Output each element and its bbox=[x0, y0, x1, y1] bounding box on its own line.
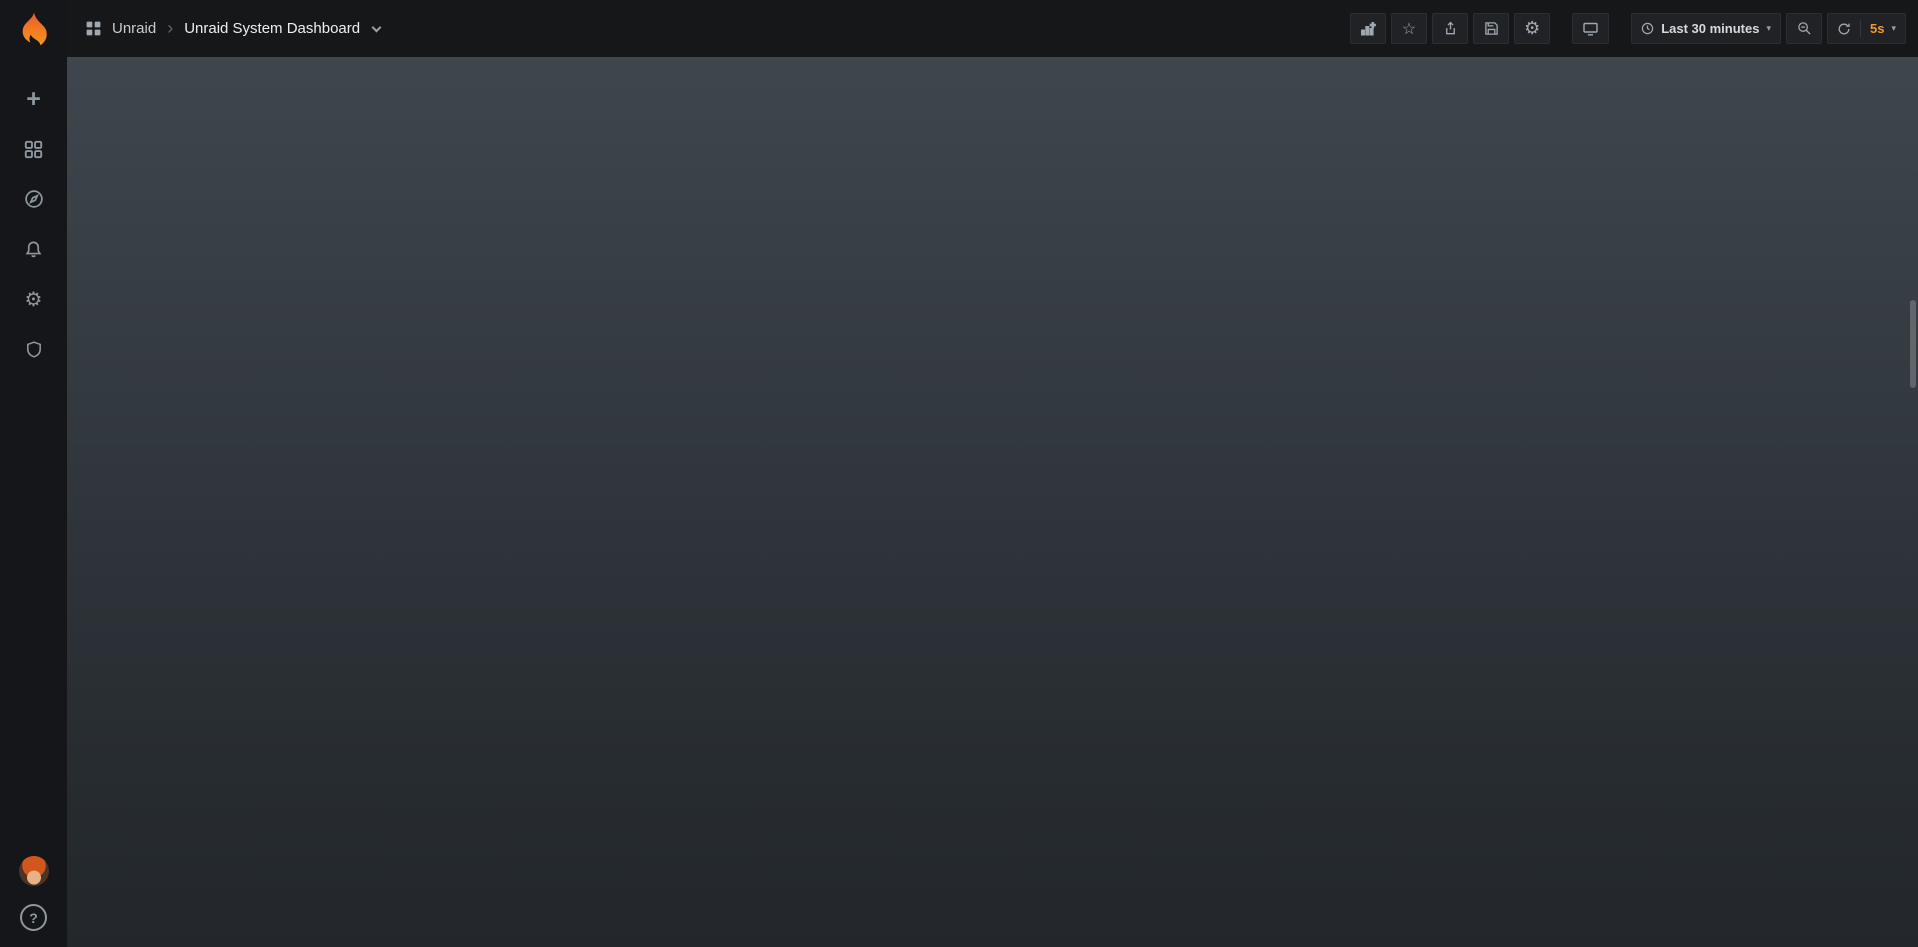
clock-icon bbox=[1641, 22, 1654, 35]
create-plus-icon[interactable]: + bbox=[14, 86, 54, 112]
refresh-icon bbox=[1837, 22, 1851, 36]
navbar: Unraid › Unraid System Dashboard ☆ ⚙ bbox=[67, 0, 1918, 57]
breadcrumb-page[interactable]: Unraid System Dashboard bbox=[184, 20, 361, 37]
dashboard-settings-gear-icon[interactable]: ⚙ bbox=[1514, 13, 1551, 44]
breadcrumb: Unraid › Unraid System Dashboard bbox=[85, 18, 382, 39]
sidebar: + ⚙ ? bbox=[0, 0, 67, 947]
user-avatar[interactable] bbox=[19, 856, 49, 886]
server-admin-shield-icon[interactable] bbox=[14, 336, 54, 362]
time-range-label: Last 30 minutes bbox=[1661, 21, 1760, 36]
navbar-actions: ☆ ⚙ Last 30 minutes ▾ bbox=[1350, 13, 1906, 44]
sidebar-nav: + ⚙ bbox=[14, 86, 54, 362]
page-scrollbar[interactable] bbox=[1910, 300, 1916, 388]
explore-compass-icon[interactable] bbox=[14, 186, 54, 212]
sidebar-bottom: ? bbox=[19, 856, 49, 931]
share-icon[interactable] bbox=[1432, 13, 1469, 44]
dashboard-picker-caret-icon[interactable] bbox=[371, 22, 382, 33]
time-range-picker[interactable]: Last 30 minutes ▾ bbox=[1631, 13, 1781, 44]
zoom-out-icon[interactable] bbox=[1786, 13, 1822, 44]
alerting-bell-icon[interactable] bbox=[14, 236, 54, 262]
breadcrumb-separator-icon: › bbox=[167, 18, 174, 38]
grafana-logo[interactable] bbox=[14, 10, 54, 50]
save-icon[interactable] bbox=[1473, 13, 1510, 44]
dashboard: kWh Price 0.65 ▾ Currency kr ▾ UPS Max O… bbox=[67, 57, 83, 60]
configuration-gear-icon[interactable]: ⚙ bbox=[14, 286, 54, 312]
dashboards-grid-icon[interactable] bbox=[14, 136, 54, 162]
cycle-view-monitor-icon[interactable] bbox=[1572, 13, 1610, 44]
help-icon[interactable]: ? bbox=[20, 904, 47, 931]
caret-down-icon: ▾ bbox=[1891, 23, 1896, 33]
add-panel-icon[interactable] bbox=[1350, 13, 1387, 44]
refresh-interval: 5s bbox=[1870, 21, 1885, 36]
caret-down-icon: ▾ bbox=[1766, 23, 1771, 33]
refresh-button[interactable]: 5s ▾ bbox=[1827, 13, 1906, 44]
star-icon[interactable]: ☆ bbox=[1391, 13, 1428, 44]
dashboard-grid-icon[interactable] bbox=[85, 20, 102, 37]
breadcrumb-app[interactable]: Unraid bbox=[112, 20, 157, 37]
